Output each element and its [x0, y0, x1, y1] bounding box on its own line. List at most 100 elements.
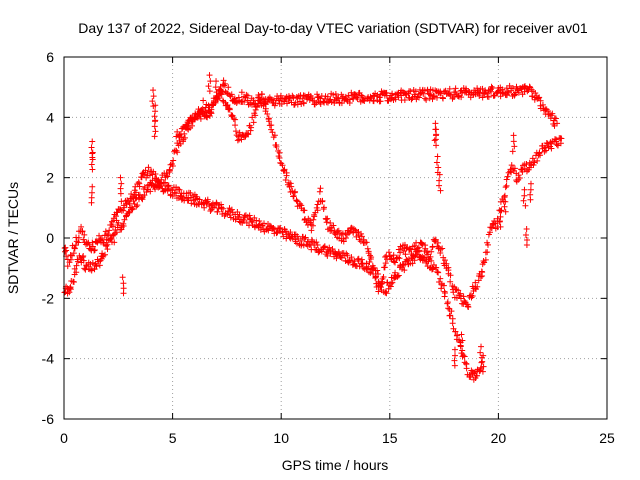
data-point-sdtvar-upper-branch	[446, 91, 453, 98]
data-point-sdtvar-outliers	[510, 132, 517, 139]
data-point-sdtvar-upper-branch	[222, 80, 229, 87]
data-point-sdtvar-outliers	[120, 290, 127, 297]
data-point-sdtvar-lower-branch	[287, 229, 294, 236]
data-point-sdtvar-upper-branch	[476, 93, 483, 100]
data-point-sdtvar-outliers	[151, 123, 158, 130]
data-point-sdtvar-lower-branch	[313, 239, 320, 246]
data-point-sdtvar-main-trace	[174, 149, 181, 156]
data-point-sdtvar-main-trace	[273, 142, 280, 149]
data-point-sdtvar-main-trace	[293, 197, 300, 204]
data-point-sdtvar-lower-branch	[460, 352, 467, 359]
data-point-sdtvar-outliers	[213, 89, 220, 96]
data-point-sdtvar-upper-branch	[438, 90, 445, 97]
data-point-sdtvar-main-trace	[79, 228, 86, 235]
data-point-sdtvar-main-trace	[248, 124, 255, 131]
data-point-sdtvar-outliers	[152, 117, 159, 124]
data-point-sdtvar-main-trace	[431, 237, 438, 244]
data-point-sdtvar-outliers	[457, 342, 464, 349]
data-point-sdtvar-lower-branch	[158, 182, 165, 189]
data-point-sdtvar-outliers	[501, 203, 508, 210]
data-point-sdtvar-lower-branch	[405, 256, 412, 263]
data-point-sdtvar-lower-branch	[80, 257, 87, 264]
data-point-sdtvar-outliers	[88, 144, 95, 151]
data-point-sdtvar-outliers	[88, 161, 95, 168]
x-axis-label: GPS time / hours	[282, 457, 389, 473]
data-point-sdtvar-main-trace	[385, 249, 392, 256]
data-point-sdtvar-main-trace	[297, 200, 304, 207]
chart-title: Day 137 of 2022, Sidereal Day-to-day VTE…	[78, 20, 588, 36]
data-point-sdtvar-main-trace	[457, 290, 464, 297]
data-point-sdtvar-outliers	[212, 84, 219, 91]
data-point-sdtvar-main-trace	[324, 215, 331, 222]
data-point-sdtvar-main-trace	[472, 279, 479, 286]
data-point-sdtvar-upper-branch	[181, 130, 188, 137]
data-point-sdtvar-main-trace	[72, 242, 79, 249]
data-point-sdtvar-lower-branch	[165, 183, 172, 190]
data-point-sdtvar-main-trace	[78, 223, 85, 230]
data-point-sdtvar-upper-branch	[220, 77, 227, 84]
data-point-sdtvar-lower-branch	[461, 353, 468, 360]
data-point-sdtvar-lower-branch	[419, 257, 426, 264]
data-point-sdtvar-upper-branch	[389, 90, 396, 97]
data-point-sdtvar-outliers	[152, 108, 159, 115]
data-point-sdtvar-lower-branch	[115, 219, 122, 226]
data-point-sdtvar-main-trace	[226, 106, 233, 113]
data-point-sdtvar-lower-branch	[415, 248, 422, 255]
data-point-sdtvar-outliers	[479, 358, 486, 365]
data-point-sdtvar-main-trace	[375, 288, 382, 295]
data-point-sdtvar-upper-branch	[552, 115, 559, 122]
data-point-sdtvar-lower-branch	[401, 267, 408, 274]
data-point-sdtvar-main-trace	[71, 245, 78, 252]
data-point-sdtvar-lower-branch	[111, 239, 118, 246]
data-point-sdtvar-lower-branch	[74, 258, 81, 265]
data-point-sdtvar-lower-branch	[201, 204, 208, 211]
data-point-sdtvar-lower-branch	[294, 233, 301, 240]
data-point-sdtvar-outliers	[510, 138, 517, 145]
data-point-sdtvar-lower-branch	[301, 235, 308, 242]
data-point-sdtvar-lower-branch	[428, 266, 435, 273]
data-point-sdtvar-outliers	[502, 208, 509, 215]
data-point-sdtvar-main-trace	[396, 255, 403, 262]
data-point-sdtvar-upper-branch	[452, 85, 459, 92]
data-point-sdtvar-outliers	[432, 132, 439, 139]
data-point-sdtvar-main-trace	[309, 222, 316, 229]
data-point-sdtvar-upper-branch	[426, 91, 433, 98]
data-point-sdtvar-outliers	[477, 349, 484, 356]
data-point-sdtvar-main-trace	[327, 219, 334, 226]
data-point-sdtvar-upper-branch	[203, 109, 210, 116]
data-point-sdtvar-lower-branch	[213, 200, 220, 207]
data-point-sdtvar-main-trace	[465, 304, 472, 311]
data-point-sdtvar-lower-branch	[207, 208, 214, 215]
data-point-sdtvar-main-trace	[368, 254, 375, 261]
data-point-sdtvar-main-trace	[132, 189, 139, 196]
data-point-sdtvar-main-trace	[432, 236, 439, 243]
data-point-sdtvar-outliers	[89, 166, 96, 173]
data-point-sdtvar-lower-branch	[441, 288, 448, 295]
data-point-sdtvar-main-trace	[447, 272, 454, 279]
data-point-sdtvar-upper-branch	[423, 96, 430, 103]
data-point-sdtvar-main-trace	[340, 238, 347, 245]
data-point-sdtvar-lower-branch	[260, 220, 267, 227]
data-point-sdtvar-main-trace	[501, 194, 508, 201]
data-point-sdtvar-upper-branch	[488, 83, 495, 90]
data-point-sdtvar-outliers	[436, 171, 443, 178]
data-point-sdtvar-lower-branch	[338, 254, 345, 261]
data-point-sdtvar-main-trace	[537, 152, 544, 159]
data-point-sdtvar-lower-branch	[478, 364, 485, 371]
data-point-sdtvar-main-trace	[288, 183, 295, 190]
data-point-sdtvar-main-trace	[84, 240, 91, 247]
data-point-sdtvar-upper-branch	[458, 94, 465, 101]
data-point-sdtvar-lower-branch	[409, 260, 416, 267]
data-point-sdtvar-lower-branch	[463, 365, 470, 372]
data-point-sdtvar-lower-branch	[80, 253, 87, 260]
data-point-sdtvar-main-trace	[392, 259, 399, 266]
data-point-sdtvar-main-trace	[310, 216, 317, 223]
data-point-sdtvar-main-trace	[89, 239, 96, 246]
data-point-sdtvar-upper-branch	[477, 89, 484, 96]
data-point-sdtvar-lower-branch	[173, 190, 180, 197]
data-point-sdtvar-upper-branch	[511, 92, 518, 99]
data-point-sdtvar-main-trace	[70, 250, 77, 257]
data-point-sdtvar-upper-branch	[420, 90, 427, 97]
data-point-sdtvar-main-trace	[394, 254, 401, 261]
